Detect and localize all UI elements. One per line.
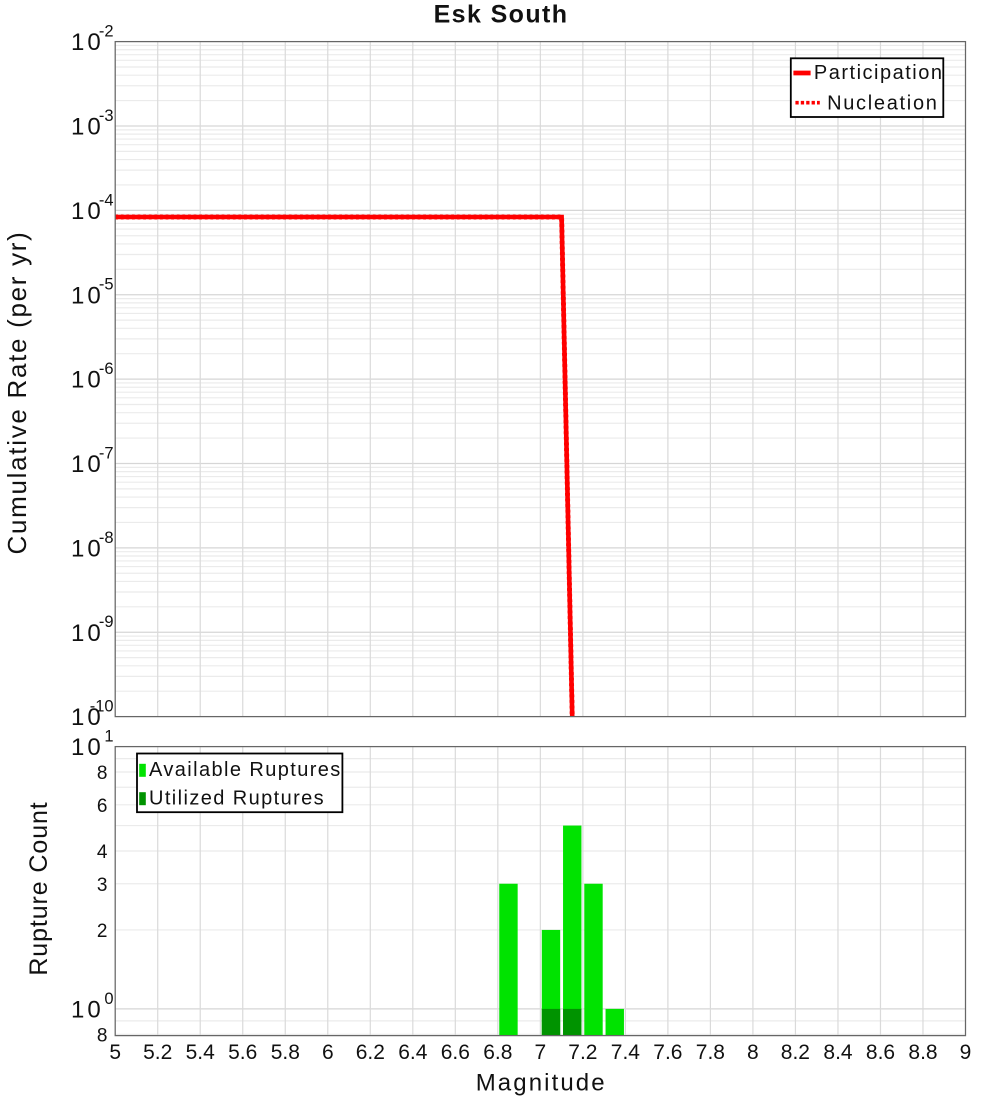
svg-text:6.4: 6.4 — [398, 1041, 428, 1064]
svg-text:6.8: 6.8 — [483, 1041, 512, 1064]
svg-text:10: 10 — [71, 451, 104, 478]
svg-text:Participation: Participation — [814, 62, 944, 84]
svg-text:Utilized Ruptures: Utilized Ruptures — [149, 788, 325, 810]
svg-text:Rupture Count: Rupture Count — [25, 801, 53, 975]
svg-text:10: 10 — [71, 620, 104, 647]
svg-text:8.6: 8.6 — [866, 1041, 895, 1064]
svg-text:-8: -8 — [99, 529, 114, 547]
svg-text:5.6: 5.6 — [228, 1041, 257, 1064]
svg-text:10: 10 — [71, 29, 104, 56]
svg-text:5.4: 5.4 — [186, 1041, 216, 1064]
svg-text:-5: -5 — [99, 276, 114, 294]
svg-text:10: 10 — [71, 704, 104, 731]
svg-text:6.2: 6.2 — [356, 1041, 385, 1064]
svg-text:8.4: 8.4 — [823, 1041, 853, 1064]
svg-text:8: 8 — [97, 1025, 108, 1046]
svg-text:10: 10 — [71, 114, 104, 141]
svg-text:10: 10 — [71, 367, 104, 394]
svg-text:8: 8 — [747, 1041, 759, 1064]
svg-text:Nucleation: Nucleation — [827, 92, 939, 114]
svg-text:1: 1 — [104, 728, 113, 746]
svg-text:Available Ruptures: Available Ruptures — [149, 759, 342, 781]
svg-text:5: 5 — [109, 1041, 121, 1064]
svg-text:6: 6 — [97, 796, 108, 817]
svg-text:0: 0 — [104, 990, 113, 1008]
svg-text:7: 7 — [535, 1041, 547, 1064]
svg-text:-10: -10 — [90, 698, 114, 716]
svg-text:10: 10 — [71, 536, 104, 563]
svg-text:7.8: 7.8 — [696, 1041, 725, 1064]
svg-text:8.8: 8.8 — [908, 1041, 937, 1064]
svg-text:7.6: 7.6 — [653, 1041, 682, 1064]
svg-text:Cumulative Rate (per yr): Cumulative Rate (per yr) — [2, 231, 32, 555]
svg-text:10: 10 — [71, 734, 104, 761]
svg-text:5.8: 5.8 — [271, 1041, 300, 1064]
svg-text:-6: -6 — [99, 360, 114, 378]
svg-text:4: 4 — [97, 842, 108, 863]
svg-text:Esk South: Esk South — [434, 0, 569, 28]
svg-text:6.6: 6.6 — [441, 1041, 470, 1064]
svg-text:7.2: 7.2 — [568, 1041, 597, 1064]
svg-text:8: 8 — [97, 763, 108, 784]
svg-text:Magnitude: Magnitude — [476, 1069, 607, 1096]
svg-text:-3: -3 — [99, 107, 114, 125]
svg-text:10: 10 — [71, 198, 104, 225]
svg-text:9: 9 — [960, 1041, 972, 1064]
svg-text:8.2: 8.2 — [781, 1041, 810, 1064]
svg-text:10: 10 — [71, 282, 104, 309]
svg-text:7.4: 7.4 — [611, 1041, 641, 1064]
svg-text:3: 3 — [97, 875, 108, 896]
svg-text:-9: -9 — [99, 613, 114, 631]
svg-text:-2: -2 — [99, 23, 114, 41]
svg-text:2: 2 — [97, 921, 108, 942]
svg-text:10: 10 — [71, 997, 104, 1024]
svg-text:6: 6 — [322, 1041, 334, 1064]
svg-text:-7: -7 — [99, 445, 114, 463]
svg-text:-4: -4 — [99, 191, 114, 209]
svg-text:5.2: 5.2 — [143, 1041, 172, 1064]
